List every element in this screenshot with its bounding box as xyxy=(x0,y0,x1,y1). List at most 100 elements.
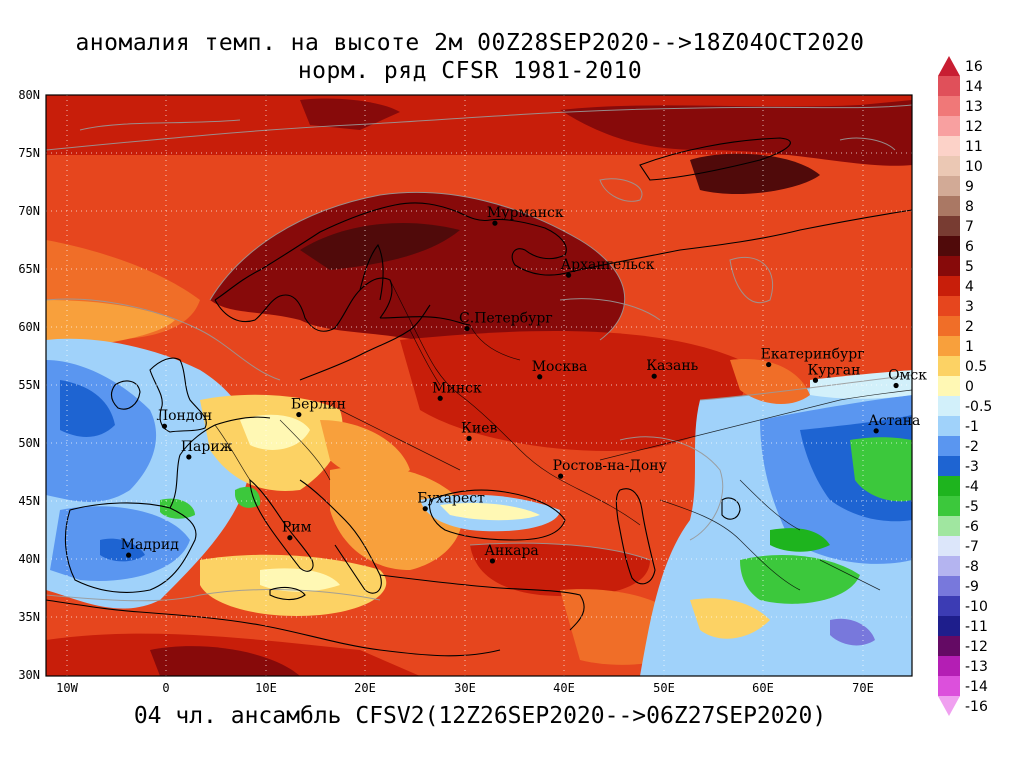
city-dot xyxy=(873,428,879,434)
colorbar-label: -3 xyxy=(965,459,979,475)
colorbar-label: 0.5 xyxy=(965,359,987,375)
city-label: Анкара xyxy=(484,543,538,559)
colorbar-label: -6 xyxy=(965,519,979,535)
colorbar-label: -16 xyxy=(965,699,988,715)
lon-label: 30E xyxy=(454,681,476,695)
colorbar-label: -7 xyxy=(965,539,979,555)
colorbar-swatch xyxy=(938,56,960,76)
city-label: Минск xyxy=(432,380,482,396)
colorbar-swatch xyxy=(938,436,960,457)
city-label: Астана xyxy=(868,413,920,429)
city-label: Казань xyxy=(646,358,698,374)
colorbar-swatch xyxy=(938,356,960,377)
lat-label: 70N xyxy=(18,204,40,218)
colorbar-label: 13 xyxy=(965,99,983,115)
city-dot xyxy=(766,361,772,368)
colorbar-swatch xyxy=(938,616,960,637)
colorbar-label: 12 xyxy=(965,119,983,135)
city-dot xyxy=(565,272,572,278)
colorbar-swatch xyxy=(938,576,960,597)
lat-label: 80N xyxy=(18,88,40,102)
lon-label: 10E xyxy=(255,681,277,695)
colorbar-label: -9 xyxy=(965,579,979,595)
colorbar-swatch xyxy=(938,296,960,317)
colorbar-swatch xyxy=(938,656,960,677)
colorbar-swatch xyxy=(938,376,960,397)
city-markers: Мурманск Архангельск С.Петербург Москва Каза… xyxy=(121,205,927,564)
lat-label: 30N xyxy=(18,668,40,682)
lat-label: 40N xyxy=(18,552,40,566)
colorbar-label: 11 xyxy=(965,139,983,155)
colorbar-label: 16 xyxy=(965,59,983,75)
colorbar-swatch xyxy=(938,236,960,257)
lon-label: 10W xyxy=(56,681,78,695)
city-label: Ростов-на-Дону xyxy=(553,458,668,474)
colorbar-label: -12 xyxy=(965,639,988,655)
borders xyxy=(214,279,912,591)
city-label: Москва xyxy=(532,359,588,375)
city-label: Омск xyxy=(888,368,927,384)
lon-label: 40E xyxy=(553,681,575,695)
anomaly-field xyxy=(46,95,912,676)
city-label: Архангельск xyxy=(561,257,655,273)
colorbar-label: 0 xyxy=(965,379,974,395)
city-label: Лондон xyxy=(156,408,212,424)
colorbar-label: -8 xyxy=(965,559,979,575)
map-frame xyxy=(45,94,913,677)
city-label: Берлин xyxy=(291,397,346,413)
colorbar-label: 6 xyxy=(965,239,974,255)
colorbar-swatch xyxy=(938,476,960,497)
city-dot xyxy=(287,535,293,541)
colorbar-swatch xyxy=(938,156,960,177)
colorbar-swatch xyxy=(938,316,960,337)
colorbar-swatch xyxy=(938,196,960,217)
lon-label: 70E xyxy=(852,681,874,695)
colorbar-label: -13 xyxy=(965,659,988,675)
city-label: Мадрид xyxy=(121,537,180,553)
city-dot xyxy=(812,377,819,383)
coastlines xyxy=(46,137,912,657)
lat-label: 45N xyxy=(18,494,40,508)
colorbar-swatch xyxy=(938,76,960,97)
colorbar-label: 9 xyxy=(965,179,974,195)
colorbar-label: -4 xyxy=(965,479,979,495)
city-label: Мурманск xyxy=(487,205,564,221)
colorbar-swatch xyxy=(938,176,960,197)
title-line-2: норм. ряд CFSR 1981-2010 xyxy=(297,58,643,84)
city-dot xyxy=(186,454,192,460)
city-dot xyxy=(126,552,132,558)
colorbar-label: -0.5 xyxy=(965,399,992,415)
lat-label: 50N xyxy=(18,436,40,450)
lat-label: 35N xyxy=(18,610,40,624)
colorbar-label: -14 xyxy=(965,679,988,695)
colorbar-swatch xyxy=(938,556,960,577)
city-dot xyxy=(161,423,168,429)
city-dot xyxy=(466,435,472,441)
colorbar-label: 4 xyxy=(965,279,974,295)
colorbar-label: 3 xyxy=(965,299,974,315)
colorbar-swatch xyxy=(938,496,960,517)
lat-label: 75N xyxy=(18,146,40,160)
colorbar-label: 14 xyxy=(965,79,983,95)
lon-axis-labels: 10W 0 10E 20E 30E 40E 50E 60E 70E xyxy=(56,681,874,695)
colorbar-swatch xyxy=(938,416,960,437)
city-dot xyxy=(558,473,564,479)
colorbar-label: -1 xyxy=(965,419,979,435)
lat-label: 55N xyxy=(18,378,40,392)
colorbar-swatch xyxy=(938,516,960,537)
city-dot xyxy=(464,325,470,332)
city-label: Париж xyxy=(181,439,233,455)
colorbar-swatch xyxy=(938,536,960,557)
city-label: Курган xyxy=(807,362,860,378)
colorbar-label: -5 xyxy=(965,499,979,515)
colorbar-label: -2 xyxy=(965,439,979,455)
lon-label: 20E xyxy=(354,681,376,695)
colorbar-swatch xyxy=(938,596,960,617)
city-label: Рим xyxy=(282,520,312,536)
colorbar-label: 1 xyxy=(965,339,974,355)
colorbar-label: 5 xyxy=(965,259,974,275)
colorbar-swatch xyxy=(938,456,960,477)
city-label: С.Петербург xyxy=(459,311,553,327)
ensemble-caption: 04 чл. ансамбль CFSV2(12Z26SEP2020-->06Z… xyxy=(133,703,827,729)
